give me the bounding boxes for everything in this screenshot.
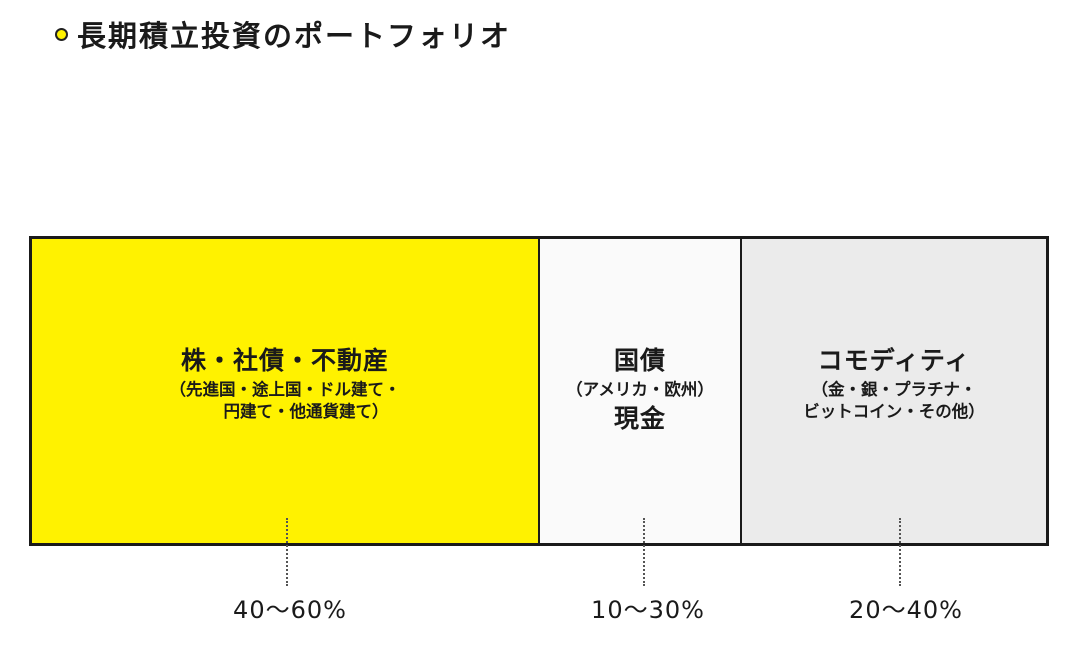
segment-commodity: コモディティ （金・銀・プラチナ・ ビットコイン・その他）	[742, 239, 1046, 543]
segment-commodity-detail-1: （金・銀・プラチナ・	[811, 380, 977, 399]
leader-line-bonds	[643, 518, 645, 586]
segment-commodity-detail-2: ビットコイン・その他）	[803, 402, 985, 421]
segment-stocks-detail-2: 円建て・他通貨建て）	[223, 402, 389, 421]
leader-line-stocks	[286, 518, 288, 586]
range-commodity: 20〜40%	[849, 596, 963, 624]
portfolio-diagram: 株・社債・不動産 （先進国・途上国・ドル建て・ 円建て・他通貨建て） 国債 （ア…	[29, 236, 1049, 546]
segment-stocks-detail-1: （先進国・途上国・ドル建て・	[169, 380, 401, 399]
segment-stocks: 株・社債・不動産 （先進国・途上国・ドル建て・ 円建て・他通貨建て）	[32, 239, 540, 543]
bullet-icon	[55, 27, 68, 41]
segment-bonds-title: 国債	[613, 346, 666, 375]
range-stocks: 40〜60%	[233, 596, 347, 624]
segment-commodity-title: コモディティ	[817, 346, 971, 375]
header: 長期積立投資のポートフォリオ	[55, 14, 511, 54]
segment-stocks-title: 株・社債・不動産	[180, 346, 389, 375]
leader-line-commodity	[899, 518, 901, 586]
range-bonds: 10〜30%	[591, 596, 705, 624]
segment-bonds-content: 国債 （アメリカ・欧州） 現金	[540, 239, 740, 543]
segment-cash-title: 現金	[613, 404, 666, 433]
segment-commodity-content: コモディティ （金・銀・プラチナ・ ビットコイン・その他）	[742, 239, 1046, 543]
segment-bonds-detail: （アメリカ・欧州）	[566, 380, 714, 399]
page-title: 長期積立投資のポートフォリオ	[77, 19, 512, 53]
segment-stocks-content: 株・社債・不動産 （先進国・途上国・ドル建て・ 円建て・他通貨建て）	[32, 239, 538, 543]
segment-bonds: 国債 （アメリカ・欧州） 現金	[540, 239, 742, 543]
